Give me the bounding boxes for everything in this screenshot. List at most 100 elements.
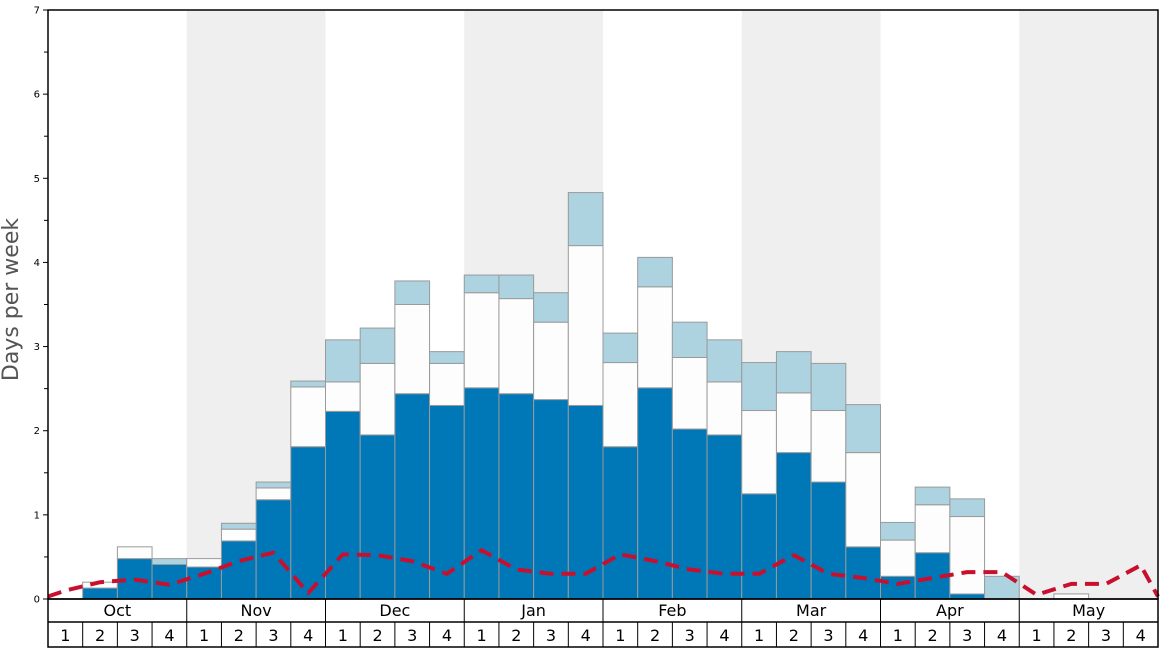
bar-segment-light (429, 351, 465, 364)
bar-segment-light (533, 292, 569, 323)
bar-segment-dark (82, 587, 118, 600)
bar-segment-dark (463, 387, 500, 600)
bar-segment-dark (359, 434, 396, 600)
month-label: Jan (520, 601, 546, 620)
week-label: 2 (789, 626, 799, 645)
bar-segment-light (845, 404, 881, 454)
y-tick-label: 3 (34, 342, 40, 353)
bar-segment-white (637, 286, 673, 389)
week-label: 4 (1136, 626, 1146, 645)
week-label: 1 (199, 626, 209, 645)
bar-segment-white (949, 516, 986, 595)
bar-segment-dark (498, 393, 535, 600)
bar-segment-dark (741, 493, 777, 600)
bar-segment-dark (533, 399, 569, 600)
bar-segment-light (290, 380, 326, 388)
y-tick-label: 0 (34, 595, 40, 606)
y-tick-label: 4 (34, 258, 40, 269)
week-label: 4 (164, 626, 174, 645)
bar-segment-light (394, 280, 431, 306)
bar-segment-light (463, 274, 500, 294)
bar-segment-dark (567, 404, 604, 600)
bar-segment-light (359, 327, 396, 364)
week-label: 1 (615, 626, 625, 645)
month-band-may (1019, 10, 1158, 599)
week-label: 1 (1032, 626, 1042, 645)
bar-segment-light (498, 274, 535, 300)
week-label: 4 (303, 626, 313, 645)
bar-segment-white (290, 386, 326, 448)
bar-segment-dark (671, 428, 708, 600)
bar-segment-dark (810, 481, 847, 600)
bar-segment-white (880, 539, 916, 577)
bar-segment-white (325, 381, 361, 412)
y-axis-label: Days per week (0, 218, 24, 381)
month-label: Nov (241, 601, 272, 620)
week-label: 3 (546, 626, 556, 645)
bar-segment-light (325, 339, 361, 383)
x-axis: Oct Nov Dec Jan Feb Mar Apr May 1 2 3 4 1 2 3 4 1 2 3 4 1 2 3 4… (47, 598, 1159, 648)
bar-segment-light (706, 339, 743, 383)
week-label: 2 (95, 626, 105, 645)
bar-segment-dark (255, 499, 292, 600)
bar-segment-white (359, 362, 396, 436)
week-label: 4 (858, 626, 868, 645)
y-tick-label: 5 (34, 174, 40, 185)
week-label: 4 (997, 626, 1007, 645)
bar-segment-light (880, 521, 916, 541)
week-label: 2 (372, 626, 382, 645)
week-label: 1 (60, 626, 70, 645)
bar-segment-dark (845, 546, 881, 600)
bar-segment-light (914, 486, 951, 506)
bar-segment-white (775, 392, 812, 454)
bar-segment-light (602, 332, 639, 364)
bar-segment-dark (637, 387, 673, 600)
y-tick-label: 6 (34, 90, 40, 101)
bar-segment-white (810, 410, 847, 483)
week-label: 3 (1101, 626, 1111, 645)
bar-segment-white (220, 528, 257, 542)
week-label: 3 (962, 626, 972, 645)
month-label: Oct (104, 601, 132, 620)
bar-segment-white (116, 546, 153, 560)
bar-segment-white (463, 292, 500, 389)
bar-segment-white (533, 321, 569, 401)
week-label: 1 (754, 626, 764, 645)
y-tick-label: 7 (34, 6, 40, 17)
bar-segment-light (151, 558, 188, 566)
bar-segment-light (220, 522, 257, 530)
week-label: 1 (338, 626, 348, 645)
bar-segment-light (671, 321, 708, 359)
week-label: 2 (927, 626, 937, 645)
week-label: 2 (511, 626, 521, 645)
bar-segment-white (741, 410, 777, 495)
y-tick-label: 1 (34, 510, 40, 521)
dashed-line-group (47, 548, 1160, 599)
y-axis: 0 1 2 3 4 5 6 7 (34, 6, 48, 606)
week-label: 2 (1066, 626, 1076, 645)
bar-segment-white (255, 487, 292, 501)
month-label: Feb (658, 601, 686, 620)
bar-segment-dark (602, 446, 639, 600)
bar-segment-light (775, 351, 812, 394)
bar-segment-dark (429, 404, 465, 600)
week-label: 3 (268, 626, 278, 645)
bar-segment-dark (949, 593, 986, 600)
month-label: Mar (796, 601, 827, 620)
bar-segment-light (567, 192, 604, 247)
bar-segment-white (602, 362, 639, 448)
month-label: Apr (936, 601, 964, 620)
bar-segment-white (567, 245, 604, 406)
bar-segment-white (394, 304, 431, 395)
week-label: 4 (442, 626, 452, 645)
week-label: 2 (234, 626, 244, 645)
bar-segment-white (706, 381, 743, 436)
bar-segment-white (671, 357, 708, 430)
week-label: 2 (650, 626, 660, 645)
bar-segment-light (637, 256, 673, 288)
week-label: 3 (130, 626, 140, 645)
bar-segment-white (498, 298, 535, 395)
bar-segment-light (949, 498, 986, 518)
bar-segment-dark (775, 452, 812, 600)
bar-segment-light (810, 362, 847, 412)
